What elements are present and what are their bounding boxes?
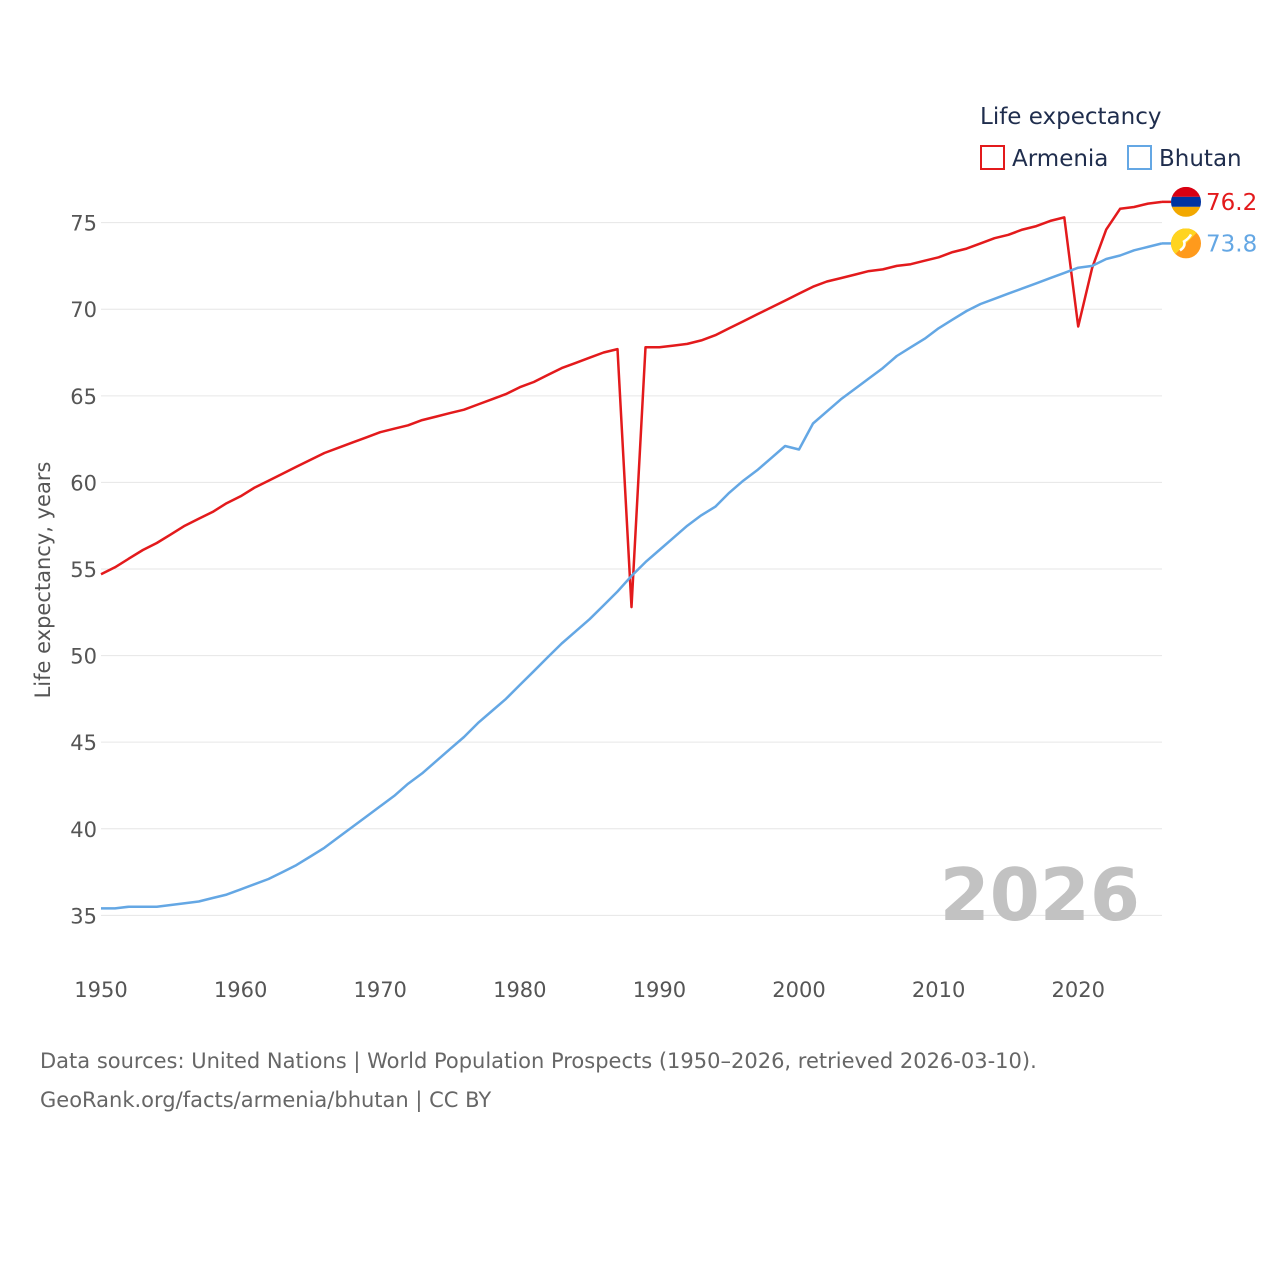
x-tick-label-1960: 1960 [214,978,267,1002]
y-tick-label-45: 45 [70,731,97,755]
y-axis-ticks: 35 40 45 50 55 60 65 70 75 [70,212,97,929]
y-tick-label-65: 65 [70,385,97,409]
x-tick-label-2000: 2000 [772,978,825,1002]
bhutan-flag-icon [1171,228,1201,259]
footer: Data sources: United Nations | World Pop… [40,1042,1037,1120]
grid-lines [101,222,1162,916]
legend-item-bhutan[interactable]: Bhutan [1127,145,1242,172]
end-value-label-armenia: 76.2 [1206,190,1257,216]
legend-title: Life expectancy [980,104,1161,130]
y-tick-label-70: 70 [70,298,97,322]
series-lines [100,200,1163,910]
x-tick-label-1950: 1950 [74,978,127,1002]
data-sources-text: Data sources: United Nations | World Pop… [40,1049,1037,1073]
x-tick-label-1990: 1990 [633,978,686,1002]
credit-link[interactable]: GeoRank.org/facts/armenia/bhutan | CC BY [40,1088,492,1112]
legend-swatch-armenia [980,145,1005,170]
x-tick-label-1980: 1980 [493,978,546,1002]
y-axis-label: Life expectancy, years [31,462,55,699]
legend-item-armenia[interactable]: Armenia [980,145,1108,172]
x-tick-label-2010: 2010 [912,978,965,1002]
y-tick-label-35: 35 [70,904,97,928]
legend-label-armenia: Armenia [1012,146,1108,172]
y-tick-label-55: 55 [70,558,97,582]
y-tick-label-60: 60 [70,471,97,495]
line-chart: 35 40 45 50 55 60 65 70 75 1950 1960 1970 1980 1990 2… [31,104,1257,1002]
series-end-labels: 76.2 73.8 [1162,186,1257,259]
x-tick-label-1970: 1970 [353,978,406,1002]
x-axis-ticks: 1950 1960 1970 1980 1990 2000 2010 2020 [74,978,1105,1002]
y-tick-label-50: 50 [70,645,97,669]
series-line-armenia [100,200,1163,609]
legend-label-bhutan: Bhutan [1159,146,1242,172]
legend: Life expectancy Armenia Bhutan [980,104,1242,172]
series-line-bhutan [101,242,1163,910]
year-watermark: 2026 [940,853,1140,937]
armenia-flag-icon [1171,186,1201,217]
x-tick-label-2020: 2020 [1052,978,1105,1002]
end-value-label-bhutan: 73.8 [1206,231,1257,257]
y-tick-label-40: 40 [70,818,97,842]
legend-swatch-bhutan [1127,145,1152,170]
y-tick-label-75: 75 [70,212,97,236]
